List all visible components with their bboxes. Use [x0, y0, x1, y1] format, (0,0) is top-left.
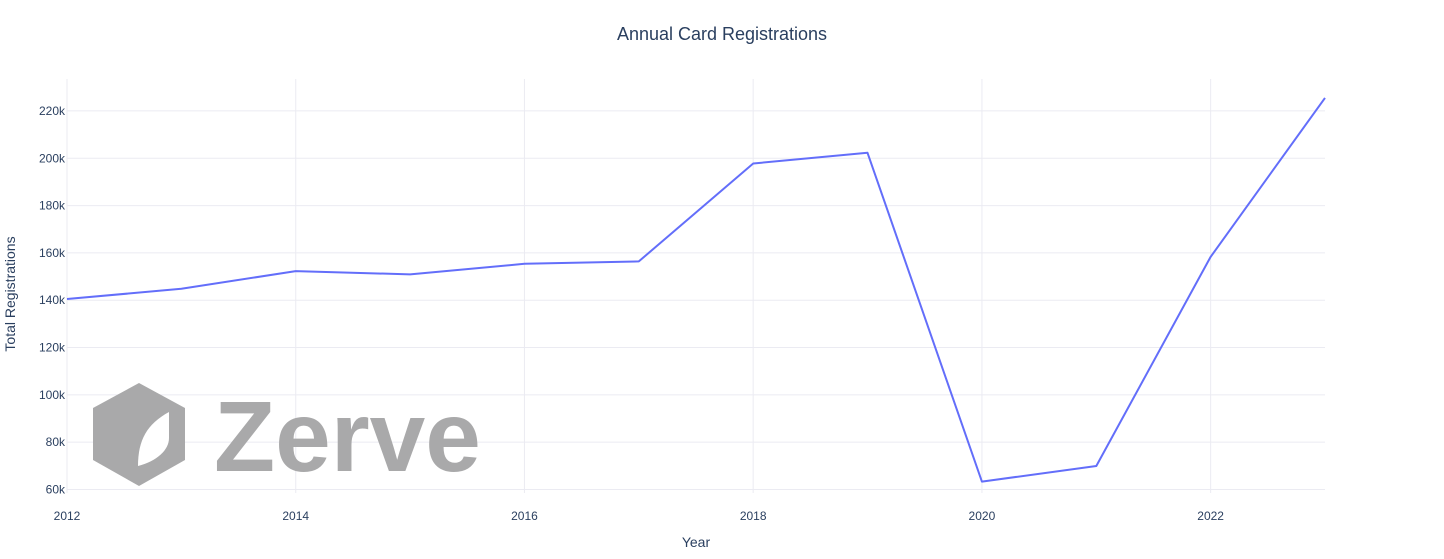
watermark-text: Zerve [214, 381, 481, 493]
y-tick-label: 60k [46, 482, 66, 496]
x-tick-label: 2018 [740, 509, 767, 523]
x-tick-label: 2012 [54, 509, 81, 523]
y-tick-label: 200k [39, 151, 66, 165]
zerve-logo-icon [93, 383, 185, 486]
x-tick-label: 2016 [511, 509, 538, 523]
x-tick-label: 2020 [969, 509, 996, 523]
y-axis-ticks: 60k 80k 100k 120k 140k 160k 180k 200k 220k [39, 104, 66, 497]
series-line [66, 97, 1326, 483]
y-axis-title: Total Registrations [2, 236, 18, 351]
y-tick-label: 100k [39, 388, 66, 402]
y-tick-label: 80k [46, 435, 66, 449]
x-axis-ticks: 2012 2014 2016 2018 2020 2022 [54, 509, 1225, 523]
y-tick-label: 180k [39, 199, 66, 213]
series-layer [66, 97, 1326, 483]
grid-lines [66, 79, 1325, 493]
y-tick-label: 120k [39, 341, 66, 355]
y-tick-label: 220k [39, 104, 66, 118]
watermark: Zerve [93, 381, 481, 493]
chart-title: Annual Card Registrations [617, 24, 827, 44]
x-tick-label: 2014 [282, 509, 309, 523]
x-axis-title: Year [682, 534, 711, 550]
y-tick-label: 140k [39, 293, 66, 307]
x-tick-label: 2022 [1197, 509, 1224, 523]
y-tick-label: 160k [39, 246, 66, 260]
